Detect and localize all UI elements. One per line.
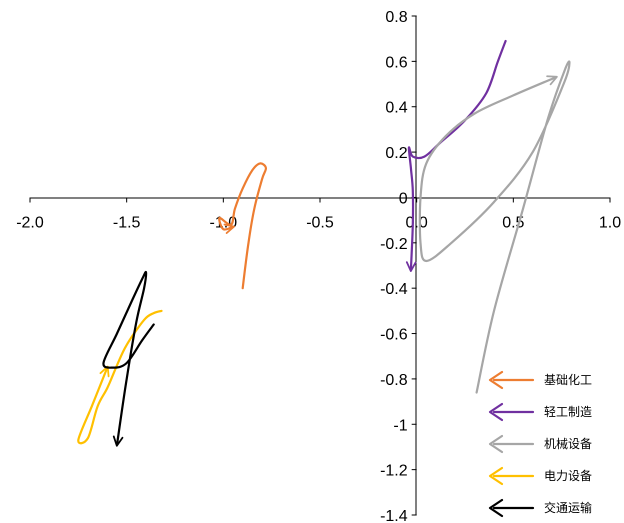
series-line-2 [405,39,507,272]
y-tick-label: -1 [393,417,407,434]
y-tick-label: 0.8 [385,9,407,26]
series-line-3 [418,60,571,394]
legend-swatch-arrow [488,370,504,390]
legend-label: 电力设备 [544,469,592,483]
legend-label: 机械设备 [544,436,592,451]
x-tick-label: 0.0 [406,214,428,231]
legend-label: 基础化工 [544,373,592,387]
y-tick-label: -1.4 [380,508,408,523]
y-tick-label: -0.8 [380,372,408,389]
series-line-5 [102,270,155,447]
legend-swatch-arrow [488,466,504,486]
plot-area: -2.0 -1.5 -1.0 -0.5 0.0 0.5 1.0 0.80.60.40.20-… [16,9,621,523]
y-tick-label: -0.6 [380,327,408,344]
x-tick-label: -0.5 [306,214,334,231]
y-tick-label: 0 [399,190,408,207]
legend-swatch-arrow [488,434,504,454]
y-tick-label: 0.6 [385,54,407,71]
legend-label: 交通运输 [544,500,592,515]
y-tick-label: -0.2 [380,236,408,253]
x-tick-label: -2.0 [16,214,44,231]
x-tick-group: -2.0 -1.5 -1.0 -0.5 0.0 0.5 1.0 [16,197,621,231]
y-tick-label: 0.2 [385,145,407,162]
y-tick-label: 0.4 [385,100,407,117]
y-tick-group: 0.8 0.6 0.4 0.2 0 -0.2 -0.4 -0.6 -0.8 -1 -1.2 -1.4 [380,9,417,523]
legend-swatch-arrow [488,498,504,518]
series-layer [77,39,571,447]
y-tick-label: -1.2 [380,463,408,480]
series-line-1 [218,162,268,290]
y-tick-label: -0.4 [380,281,408,298]
series-line-4 [77,309,163,445]
x-tick-label: 1.0 [599,214,621,231]
x-tick-label: 0.5 [502,214,524,231]
x-tick-label: -1.5 [113,214,141,231]
legend-label: 轻工制造 [544,405,592,419]
legend-swatch-arrow [488,402,504,422]
